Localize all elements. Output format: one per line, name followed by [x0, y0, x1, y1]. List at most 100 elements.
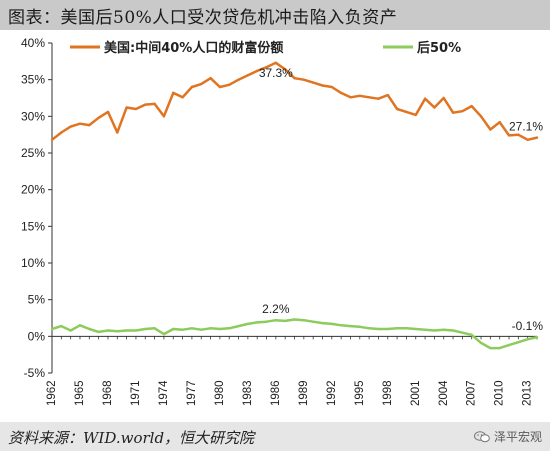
data-label: -0.1% [512, 319, 544, 333]
data-point [367, 327, 371, 330]
data-point [349, 324, 352, 328]
x-tick-label: 1983 [242, 380, 254, 406]
data-point [321, 84, 324, 87]
data-point [283, 68, 287, 71]
data-point [134, 107, 138, 111]
data-point [470, 333, 473, 337]
data-point [414, 113, 417, 117]
data-point [479, 341, 483, 345]
data-point [302, 78, 306, 81]
data-point [125, 329, 128, 332]
data-point [69, 125, 72, 128]
data-point [479, 115, 483, 118]
data-point [461, 331, 464, 334]
data-point [153, 102, 156, 106]
data-point [405, 327, 408, 330]
data-point [246, 322, 250, 326]
x-tick-label: 2007 [466, 380, 478, 406]
data-point [330, 322, 334, 326]
data-point [498, 121, 501, 124]
y-tick-label: 20% [21, 183, 45, 197]
data-point [489, 346, 492, 350]
data-point [423, 328, 427, 331]
data-point [237, 324, 240, 328]
data-point [200, 82, 203, 86]
data-point [144, 327, 147, 331]
x-tick-label: 1989 [298, 380, 310, 406]
data-point [517, 341, 520, 344]
data-point [190, 327, 194, 330]
x-tick-label: 1974 [158, 380, 170, 406]
data-label: 2.2% [262, 302, 290, 316]
data-point [88, 123, 91, 127]
data-point [386, 327, 389, 331]
series-line-1 [51, 61, 538, 142]
data-point [293, 318, 296, 321]
legend-label: 美国:中间40%人口的财富份额 [104, 40, 283, 56]
data-point [311, 320, 315, 323]
y-tick-label: 35% [21, 73, 45, 87]
data-point [172, 327, 175, 331]
data-point [246, 74, 250, 77]
data-point [237, 78, 240, 81]
data-point [144, 103, 147, 106]
data-point [433, 106, 436, 109]
data-point [265, 320, 268, 323]
data-point [433, 329, 436, 332]
data-point [60, 324, 63, 328]
source-note: 资料来源：WID.world，恒大研究院 [8, 429, 255, 447]
data-point [526, 338, 529, 341]
data-point [50, 327, 54, 331]
data-point [358, 94, 361, 98]
data-point [106, 329, 110, 332]
data-point [190, 85, 194, 89]
data-point [283, 319, 287, 323]
data-point [367, 96, 371, 99]
data-point [330, 85, 334, 89]
legend-label: 后50% [417, 40, 461, 56]
x-tick-label: 1968 [102, 380, 114, 406]
data-point [395, 327, 399, 330]
data-point [489, 128, 492, 131]
data-point [69, 329, 72, 332]
data-point [181, 96, 184, 99]
data-point [50, 138, 54, 141]
data-point [414, 327, 417, 331]
data-point [377, 327, 380, 331]
data-point [218, 327, 222, 331]
data-point [162, 332, 166, 336]
data-point [470, 104, 473, 108]
data-point [78, 122, 82, 125]
data-point [274, 61, 278, 64]
line-chart: -5% 0% 5% 10% 15% 20% 25% 30% 35% 40% 1962 1965 1968… [21, 36, 544, 406]
y-tick-label: 5% [28, 293, 46, 307]
x-tick-label: 1971 [130, 380, 142, 406]
data-point [97, 330, 100, 334]
data-point [517, 133, 520, 136]
x-tick-label: 1995 [354, 380, 366, 406]
x-tick-label: 2010 [494, 380, 506, 406]
data-point [358, 325, 361, 328]
y-tick-label: -5% [24, 366, 46, 380]
wechat-icon [473, 430, 490, 442]
x-tick-label: 1986 [270, 380, 282, 406]
data-point [498, 346, 501, 350]
data-point [162, 115, 166, 118]
series-line-2 [51, 318, 538, 350]
data-point [78, 324, 82, 327]
data-point [293, 77, 296, 80]
x-tick-label: 1977 [186, 380, 198, 406]
data-point [125, 106, 128, 109]
y-tick-label: 30% [21, 109, 45, 123]
source-bar: 资料来源：WID.world，恒大研究院 泽平宏观 [0, 422, 550, 451]
x-tick-label: 2004 [438, 380, 450, 406]
data-point [442, 96, 445, 100]
data-label: 37.3% [259, 66, 293, 80]
data-point [181, 328, 184, 331]
x-tick-label: 1965 [74, 380, 86, 406]
data-point [535, 136, 539, 139]
data-point [116, 330, 119, 333]
x-tick-label: 1962 [46, 380, 58, 406]
data-point [526, 138, 529, 141]
data-point [349, 96, 352, 99]
